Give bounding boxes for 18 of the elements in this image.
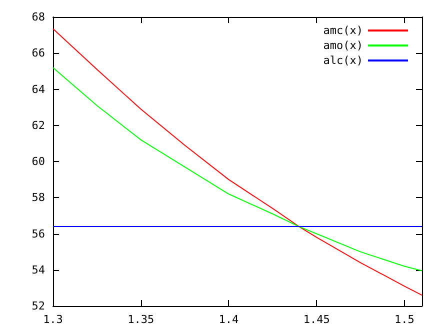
x-tick-label: 1.4	[218, 313, 240, 326]
y-tick-label: 52	[32, 300, 45, 312]
y-tick-label: 64	[32, 82, 46, 96]
legend-label: amc(x)	[323, 24, 363, 37]
y-tick-label: 54	[32, 263, 46, 276]
x-tick-label: 1.35	[128, 313, 154, 326]
y-tick-label: 58	[32, 191, 45, 204]
x-tick-label: 1.5	[394, 313, 414, 326]
y-tick-label: 66	[32, 46, 45, 60]
x-tick-label: 1.3	[43, 313, 63, 326]
legend-label: alc(x)	[323, 54, 363, 67]
y-tick-label: 60	[32, 155, 45, 168]
y-tick-label: 56	[32, 227, 45, 240]
y-tick-label: 62	[32, 118, 45, 132]
y-tick-label: 68	[32, 10, 45, 24]
x-tick-label: 1.45	[303, 313, 330, 326]
legend-label: amo(x)	[323, 39, 363, 52]
line-series	[52, 67, 422, 272]
